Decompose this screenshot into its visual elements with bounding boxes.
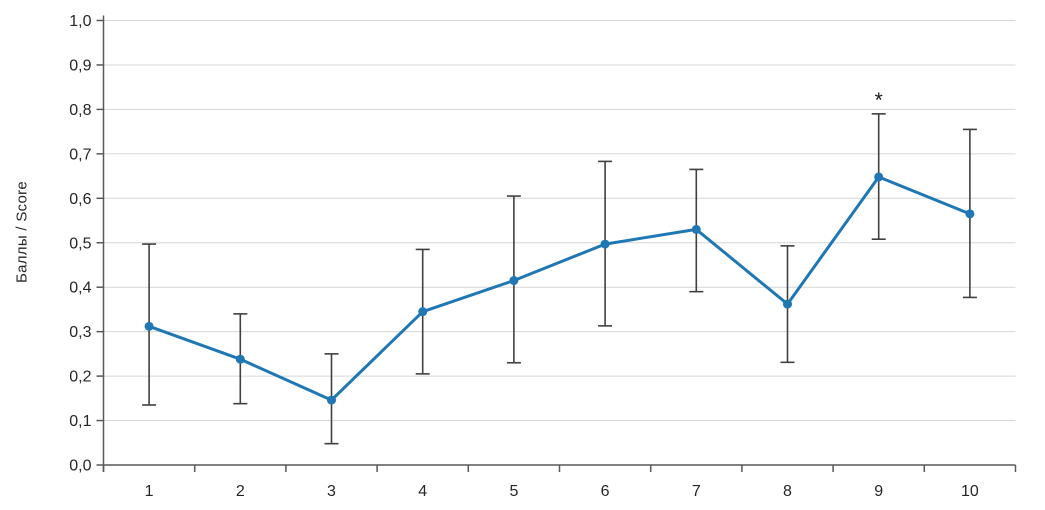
y-tick-label: 1,0	[69, 13, 91, 30]
y-tick-label: 0,3	[69, 324, 91, 341]
data-point	[418, 307, 428, 317]
y-tick-label: 0,5	[69, 235, 91, 252]
y-tick-label: 0,6	[69, 191, 91, 208]
y-axis-title-text: Баллы / Score	[13, 180, 31, 284]
x-tick-label: 6	[601, 483, 610, 500]
y-tick-label: 0,2	[69, 369, 91, 386]
x-tick-label: 9	[874, 483, 883, 500]
x-tick-label: 4	[418, 483, 427, 500]
y-tick-label: 0,4	[69, 280, 91, 297]
y-tick-label: 0,7	[69, 146, 91, 163]
x-tick-label: 2	[236, 483, 245, 500]
data-point	[874, 172, 884, 182]
data-point	[327, 395, 336, 405]
y-tick-label: 0,8	[69, 102, 91, 119]
data-point	[235, 354, 245, 364]
series-line	[147, 175, 972, 402]
data-point	[509, 276, 519, 286]
data-point	[600, 239, 610, 249]
significance-asterisk: *	[875, 89, 883, 112]
x-tick-label: 1	[145, 483, 154, 500]
data-point	[144, 321, 154, 331]
data-point	[691, 224, 701, 234]
data-point	[783, 299, 792, 309]
x-tick-label: 5	[509, 483, 518, 500]
x-tick-label: 7	[692, 483, 701, 500]
x-tick-label: 10	[961, 483, 979, 500]
data-point	[965, 209, 975, 219]
y-tick-label: 0,0	[69, 458, 91, 475]
x-tick-label: 3	[327, 483, 336, 500]
y-tick-label: 0,9	[69, 57, 91, 74]
y-tick-label: 0,1	[69, 413, 91, 430]
x-tick-label: 8	[783, 483, 792, 500]
